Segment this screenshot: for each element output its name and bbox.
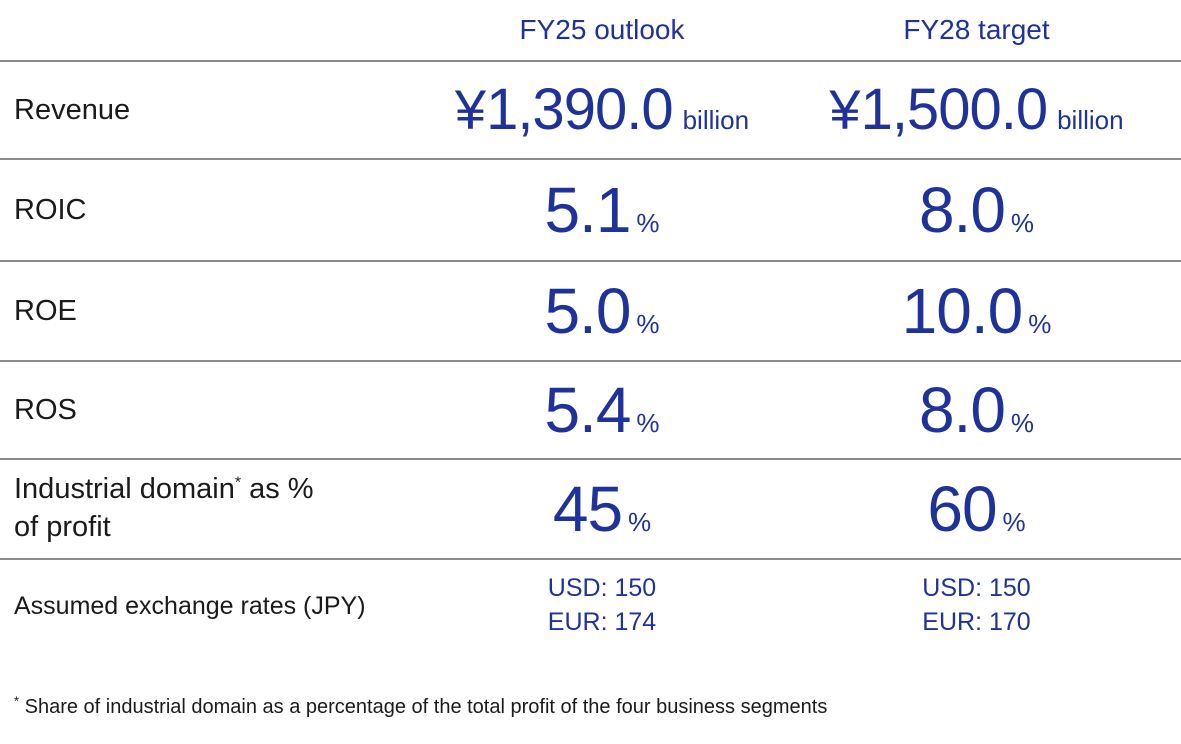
roe-fy28-value: 10.0%: [901, 275, 1052, 347]
revenue-fy25-value: ¥1,390.0 billion: [454, 77, 750, 142]
table-row-industrial-domain: Industrial domain* as % of profit 45% 60…: [0, 460, 1181, 560]
currency-symbol: ¥: [454, 78, 487, 141]
roic-fy25-cell: 5.1%: [432, 178, 772, 242]
industrial-fy28-value: 60%: [927, 473, 1026, 545]
roic-fy25-value: 5.1%: [544, 174, 660, 246]
table-row-ros: ROS 5.4% 8.0%: [0, 362, 1181, 460]
ros-fy28-value: 8.0%: [918, 374, 1035, 446]
revenue-fy28-value: ¥1,500.0 billion: [829, 77, 1124, 142]
table-header-row: FY25 outlook FY28 target: [0, 0, 1181, 62]
ros-fy25-cell: 5.4%: [432, 378, 772, 442]
column-header-fy25: FY25 outlook: [519, 14, 685, 45]
footnote: * Share of industrial domain as a percen…: [0, 693, 1181, 719]
roe-fy28-cell: 10.0%: [772, 279, 1181, 343]
unit-percent: %: [636, 208, 660, 238]
unit-percent: %: [1010, 408, 1035, 438]
usd-rate-fy25: USD: 150: [547, 574, 657, 603]
row-label-roic: ROIC: [14, 193, 87, 226]
unit-billion: billion: [682, 105, 750, 135]
currency-symbol: ¥: [829, 78, 861, 141]
asterisk-marker: *: [234, 474, 242, 492]
unit-percent: %: [636, 309, 660, 339]
row-label-roe: ROE: [14, 294, 77, 327]
ros-fy25-value: 5.4%: [544, 374, 660, 446]
row-label-revenue: Revenue: [14, 93, 131, 126]
exchange-fy28-cell: USD: 150 EUR: 170: [772, 572, 1181, 640]
unit-billion: billion: [1057, 105, 1124, 135]
eur-rate-fy25: EUR: 174: [547, 608, 657, 636]
roe-fy25-cell: 5.0%: [432, 279, 772, 343]
table-row-exchange-rates: Assumed exchange rates (JPY) USD: 150 EU…: [0, 560, 1181, 652]
unit-percent: %: [1028, 309, 1052, 339]
exchange-fy25-cell: USD: 150 EUR: 174: [432, 572, 772, 640]
footnote-text: Share of industrial domain as a percenta…: [24, 696, 828, 718]
footnote-asterisk: *: [14, 693, 20, 709]
roe-fy25-value: 5.0%: [544, 275, 660, 347]
ros-fy28-cell: 8.0%: [772, 378, 1181, 442]
table-row-roic: ROIC 5.1% 8.0%: [0, 160, 1181, 262]
revenue-fy25-cell: ¥1,390.0 billion: [432, 81, 772, 139]
table-row-roe: ROE 5.0% 10.0%: [0, 262, 1181, 362]
table-row-revenue: Revenue ¥1,390.0 billion ¥1,500.0 billion: [0, 62, 1181, 160]
unit-percent: %: [636, 408, 660, 438]
usd-rate-fy28: USD: 150: [922, 574, 1031, 603]
row-label-ros: ROS: [14, 393, 77, 426]
industrial-fy25-value: 45%: [552, 473, 652, 545]
industrial-fy28-cell: 60%: [772, 477, 1181, 541]
row-label-industrial-domain: Industrial domain* as % of profit: [14, 473, 314, 543]
unit-percent: %: [1002, 507, 1026, 537]
roic-fy28-value: 8.0%: [918, 174, 1035, 246]
roic-fy28-cell: 8.0%: [772, 178, 1181, 242]
revenue-fy28-cell: ¥1,500.0 billion: [772, 81, 1181, 139]
row-label-exchange-rates: Assumed exchange rates (JPY): [14, 591, 366, 620]
unit-percent: %: [628, 507, 652, 537]
unit-percent: %: [1010, 208, 1035, 238]
industrial-fy25-cell: 45%: [432, 477, 772, 541]
column-header-fy28: FY28 target: [903, 14, 1050, 45]
eur-rate-fy28: EUR: 170: [922, 608, 1031, 636]
